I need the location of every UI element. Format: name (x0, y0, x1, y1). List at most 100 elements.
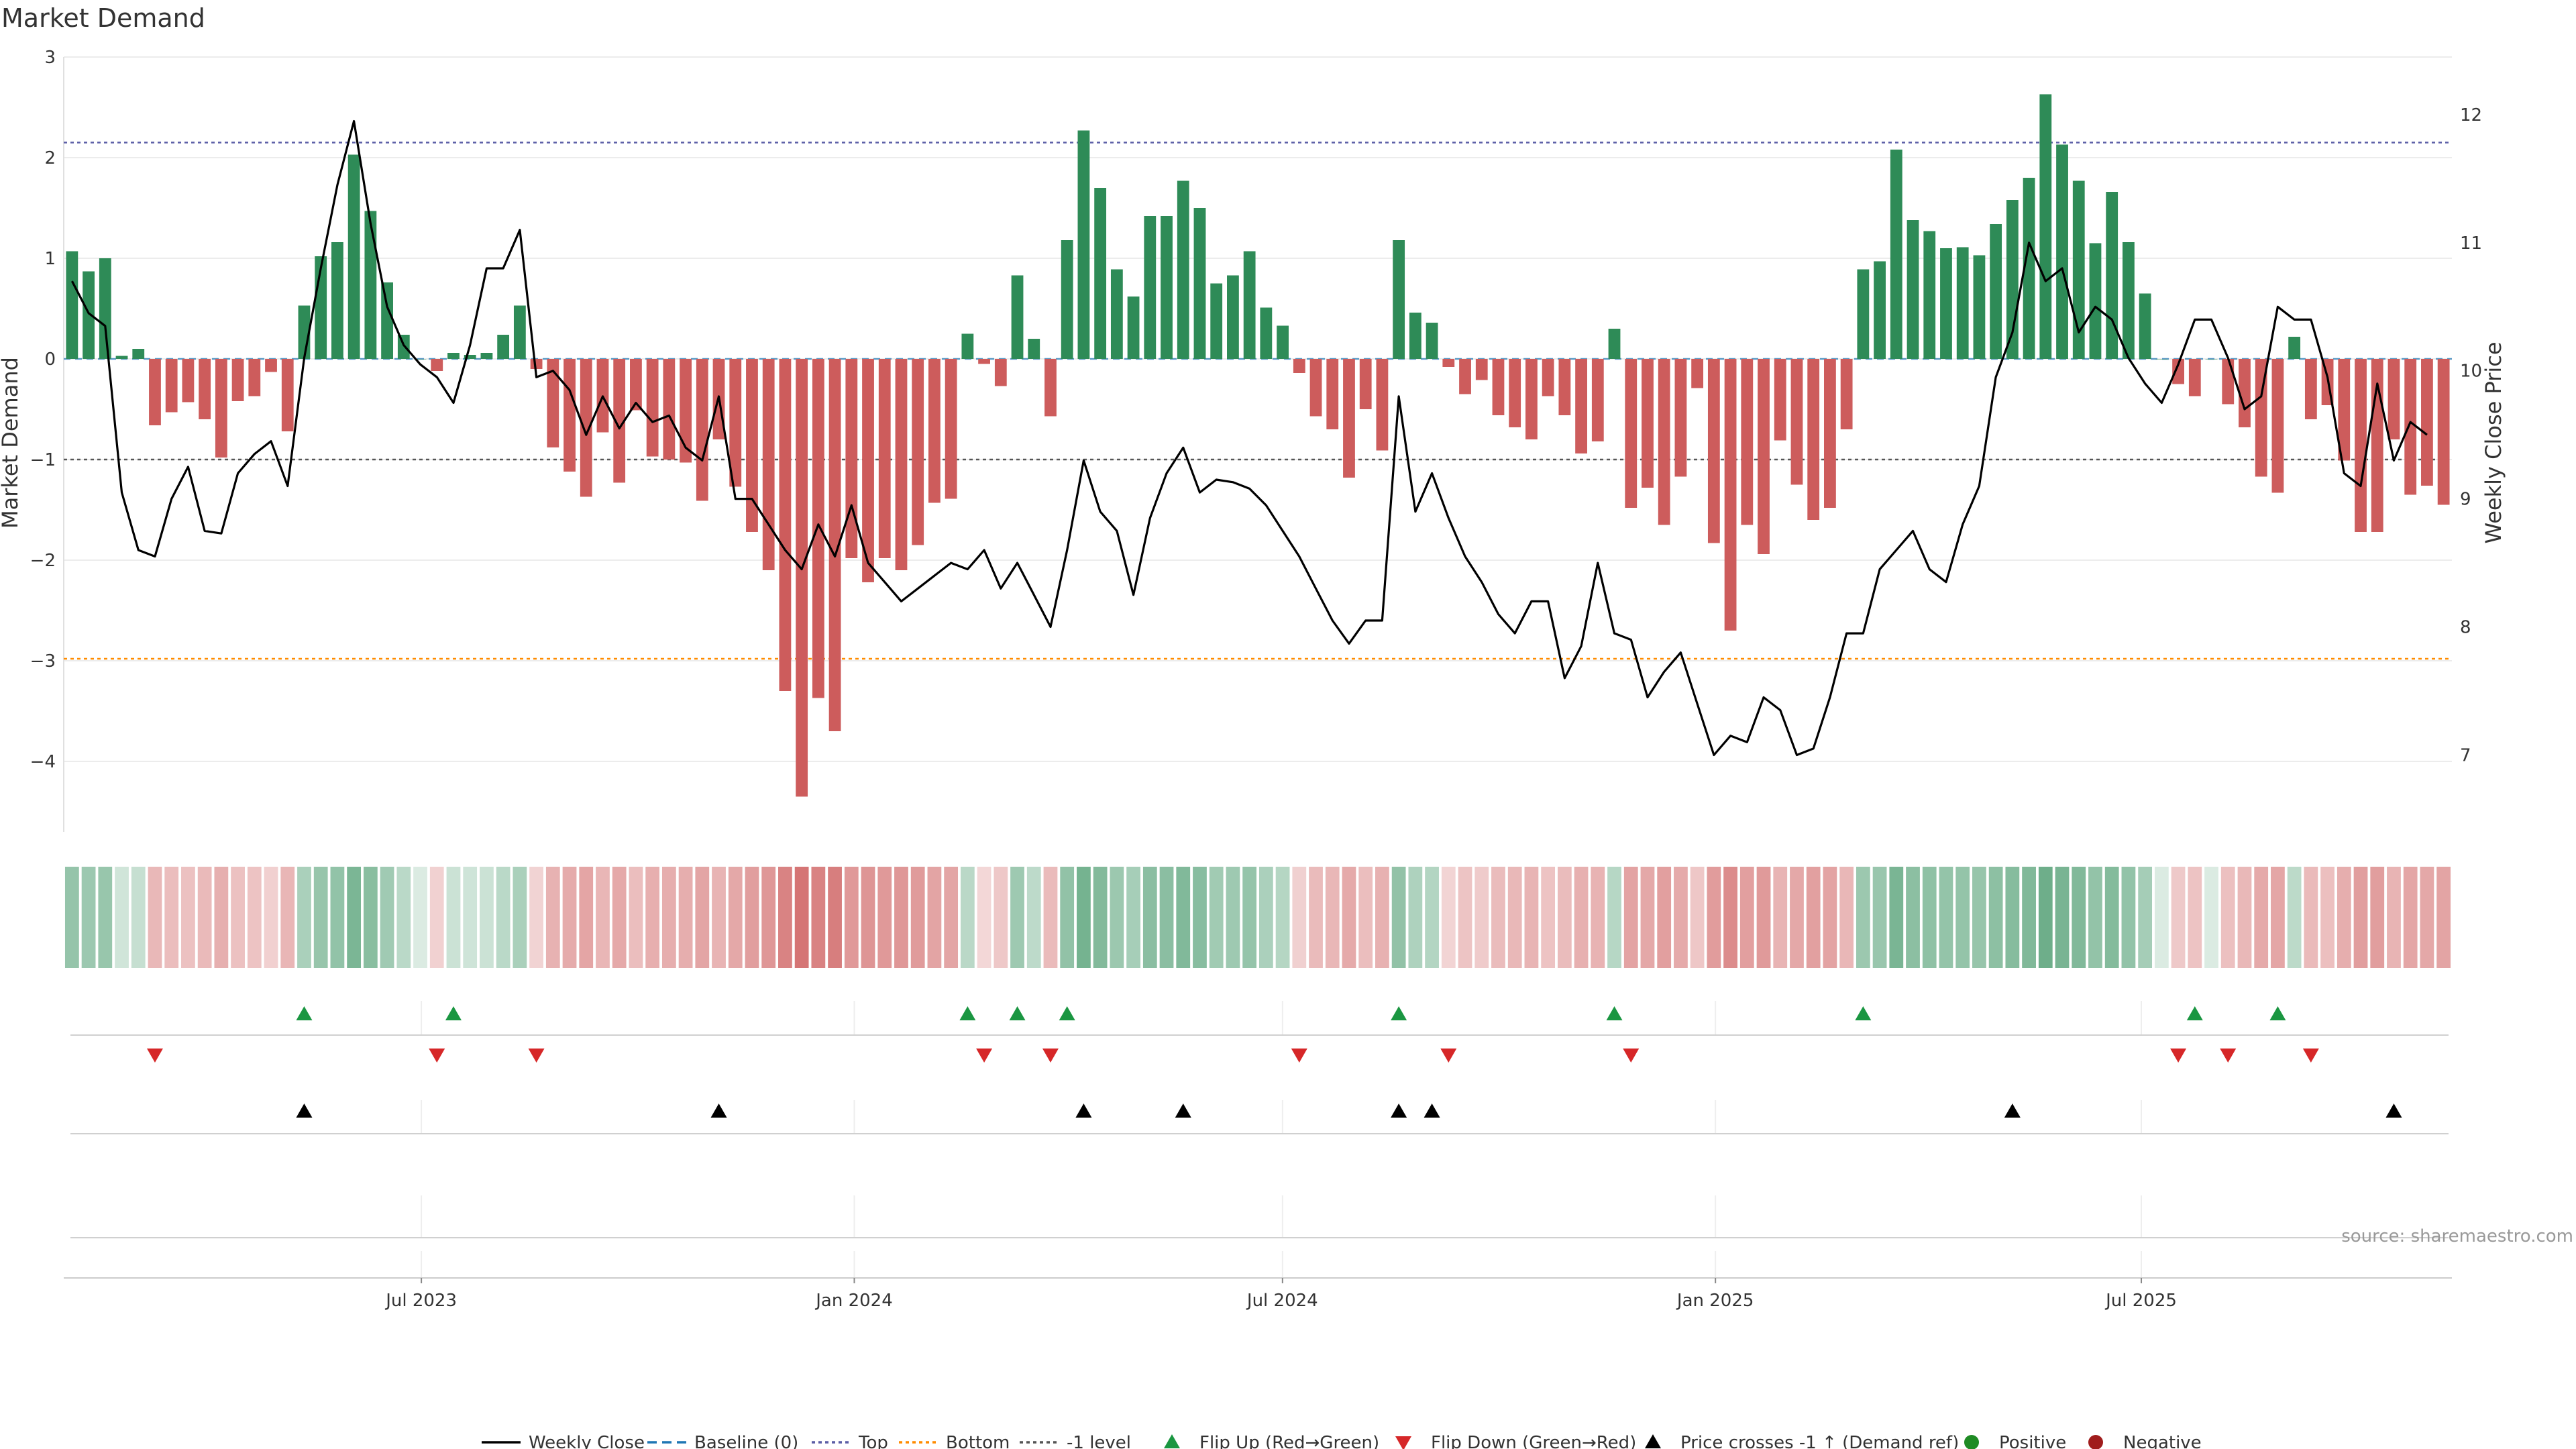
heat-cell (2254, 867, 2269, 968)
legend-label: Flip Down (Green→Red) (1431, 1433, 1636, 1449)
heat-strip (64, 867, 2451, 968)
flip-up-marker (1391, 1006, 1407, 1020)
heat-cell (131, 867, 146, 968)
demand-bar (1890, 150, 1902, 359)
heat-cell (811, 867, 826, 968)
y-tick-label: 3 (44, 48, 56, 68)
y2-tick-label: 11 (2460, 233, 2482, 254)
demand-bar (331, 242, 343, 359)
legend-item: Price crosses -1 ↑ (Demand ref) (1645, 1433, 1959, 1449)
demand-bar (530, 359, 543, 369)
heat-cell (197, 867, 212, 968)
demand-bar (2023, 178, 2035, 359)
heat-cell (1408, 867, 1423, 968)
heat-cell (1358, 867, 1373, 968)
x-tick-label: Jan 2025 (1676, 1291, 1754, 1311)
demand-bar (613, 359, 626, 483)
y2-tick-label: 12 (2460, 105, 2482, 125)
demand-bar (115, 356, 128, 359)
demand-bar (347, 154, 360, 359)
heat-cell (1541, 867, 1556, 968)
heat-cell (2188, 867, 2202, 968)
heat-cell (612, 867, 627, 968)
demand-bar (1061, 240, 1073, 359)
legend-item: Negative (2088, 1433, 2202, 1449)
heat-cell (2154, 867, 2169, 968)
demand-bar (646, 359, 659, 457)
demand-bar (978, 359, 990, 364)
demand-bar (1642, 359, 1654, 488)
demand-bar (1409, 313, 1421, 359)
heat-cell (794, 867, 809, 968)
heat-cell (1060, 867, 1075, 968)
heat-cell (1110, 867, 1124, 968)
heat-cell (429, 867, 444, 968)
demand-bar (431, 359, 443, 371)
demand-bar (1094, 188, 1107, 359)
heat-cell (1425, 867, 1439, 968)
heat-cell (1839, 867, 1854, 968)
demand-bar (231, 359, 244, 401)
flip-up-marker (1059, 1006, 1075, 1020)
heat-cell (1988, 867, 2003, 968)
demand-bar (1790, 359, 1803, 485)
demand-bar (1028, 339, 1040, 359)
heat-cell (894, 867, 908, 968)
demand-bar (248, 359, 261, 396)
heat-cell (496, 867, 511, 968)
demand-bar (1127, 297, 1140, 359)
heat-cell (2104, 867, 2119, 968)
cross-panel (70, 1100, 2449, 1134)
heat-cell (115, 867, 129, 968)
flip-up-marker (959, 1006, 976, 1020)
heat-cell (1258, 867, 1273, 968)
demand-bar (1326, 359, 1339, 429)
demand-bar (2355, 359, 2367, 532)
heat-cell (1077, 867, 1091, 968)
demand-bar (895, 359, 908, 570)
demand-bar (1674, 359, 1687, 477)
heat-cell (927, 867, 942, 968)
heat-cell (2220, 867, 2235, 968)
heat-cell (64, 867, 79, 968)
demand-bar (1542, 359, 1554, 396)
demand-bar (912, 359, 924, 545)
demand-bar (2421, 359, 2433, 486)
heat-cell (1193, 867, 1207, 968)
heat-cell (1176, 867, 1191, 968)
heat-cell (910, 867, 925, 968)
demand-bar (1177, 180, 1189, 359)
heat-cell (214, 867, 229, 968)
demand-bar (779, 359, 792, 691)
demand-bar (580, 359, 592, 497)
y-tick-label: −3 (30, 651, 56, 672)
demand-bar (132, 349, 145, 359)
demand-bar (663, 359, 676, 460)
heat-cell (2403, 867, 2418, 968)
demand-bar (961, 333, 974, 359)
heat-cell (2436, 867, 2451, 968)
demand-bar (381, 282, 393, 359)
heat-cell (247, 867, 262, 968)
heat-cell (645, 867, 660, 968)
demand-bar (945, 359, 957, 499)
legend-label: Flip Up (Red→Green) (1199, 1433, 1379, 1449)
heat-cell (1756, 867, 1771, 968)
demand-bar (2072, 180, 2085, 359)
demand-bar (1293, 359, 1305, 373)
legend-item: -1 level (1020, 1433, 1131, 1449)
heat-cell (480, 867, 494, 968)
heat-cell (1275, 867, 1290, 968)
heat-cell (944, 867, 959, 968)
heat-cell (1026, 867, 1041, 968)
price-cross-marker (2004, 1104, 2021, 1118)
demand-bar (1724, 359, 1737, 631)
price-cross-marker (1075, 1104, 1092, 1118)
y-axis-right-label: Weekly Close Price (2481, 341, 2506, 543)
heat-cell (2204, 867, 2218, 968)
demand-bar (762, 359, 775, 570)
heat-cell (2353, 867, 2368, 968)
price-cross-marker (710, 1104, 727, 1118)
heat-cell (629, 867, 643, 968)
